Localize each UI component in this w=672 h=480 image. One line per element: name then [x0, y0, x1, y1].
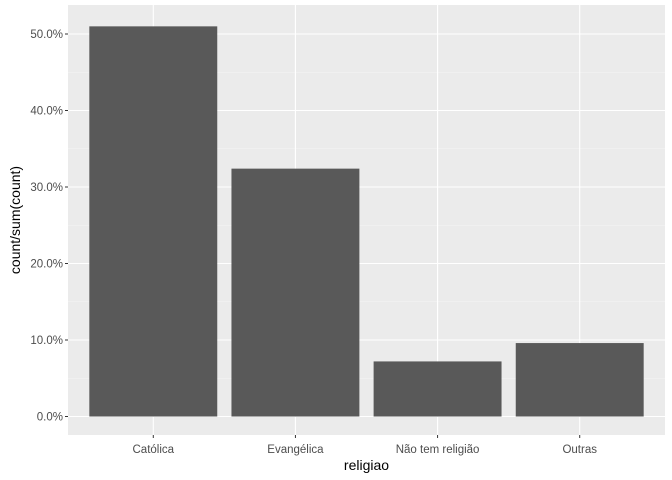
- bar-outras: [515, 343, 644, 417]
- y-axis: 0.0% 10.0% 20.0% 30.0% 40.0% 50.0%: [30, 29, 68, 424]
- y-axis-title: count/sum(count): [7, 166, 23, 274]
- y-tick-label: 10.0%: [30, 335, 63, 347]
- x-axis-title: religiao: [344, 457, 389, 473]
- x-tick-label: Católica: [133, 444, 175, 456]
- x-tick-label: Outras: [562, 444, 597, 456]
- bar-n-o-tem-religi-o: [373, 361, 502, 417]
- bar-evang-lica: [231, 168, 360, 417]
- y-tick-label: 50.0%: [30, 29, 63, 41]
- x-axis: Católica Evangélica Não tem religião Outras: [133, 435, 597, 456]
- bar-cat-lica: [89, 26, 218, 417]
- y-tick-label: 40.0%: [30, 106, 63, 118]
- y-tick-label: 0.0%: [37, 412, 63, 424]
- y-tick-label: 30.0%: [30, 182, 63, 194]
- x-tick-label: Evangélica: [267, 444, 324, 456]
- bars: [89, 26, 644, 417]
- y-tick-label: 20.0%: [30, 259, 63, 271]
- x-tick-label: Não tem religião: [396, 444, 480, 456]
